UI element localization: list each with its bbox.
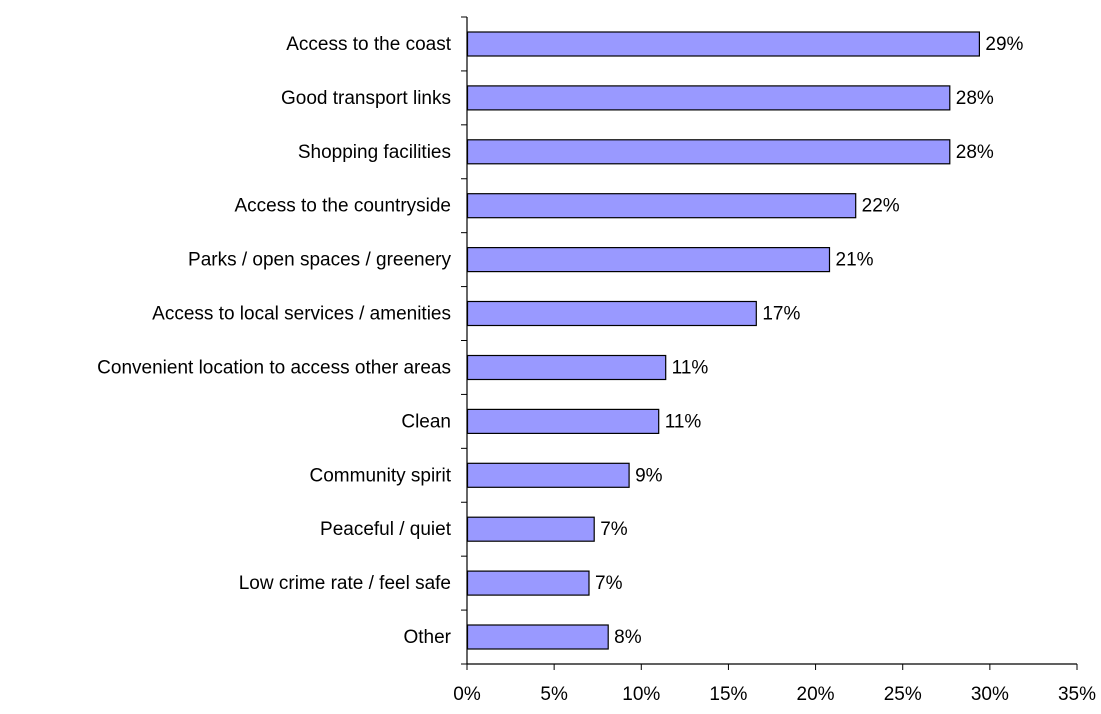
category-label: Parks / open spaces / greenery bbox=[188, 250, 451, 271]
x-tick-label: 35% bbox=[1058, 684, 1096, 705]
axis-layer bbox=[461, 16, 1078, 670]
labels-layer: Access to the coast 29% Good transport lin… bbox=[97, 34, 1096, 705]
bars-layer bbox=[466, 31, 980, 650]
category-label: Low crime rate / feel safe bbox=[239, 573, 451, 594]
bar bbox=[466, 354, 667, 381]
bar bbox=[466, 139, 951, 165]
category-label: Access to the coast bbox=[286, 34, 451, 55]
bar bbox=[466, 624, 609, 650]
bar bbox=[466, 300, 757, 327]
data-label: 7% bbox=[600, 519, 628, 540]
x-tick-label: 0% bbox=[453, 684, 481, 705]
x-tick-label: 10% bbox=[622, 684, 660, 705]
category-label: Other bbox=[403, 627, 451, 648]
bar bbox=[466, 462, 630, 488]
category-label: Convenient location to access other area… bbox=[97, 357, 451, 378]
category-label: Community spirit bbox=[310, 465, 452, 486]
data-label: 8% bbox=[614, 627, 642, 648]
bar bbox=[466, 193, 857, 219]
x-tick-label: 5% bbox=[540, 684, 568, 705]
data-label: 7% bbox=[595, 573, 623, 594]
data-label: 11% bbox=[665, 411, 702, 432]
x-tick-label: 15% bbox=[709, 684, 747, 705]
bar bbox=[466, 516, 595, 542]
data-label: 28% bbox=[956, 88, 994, 109]
bar bbox=[466, 247, 831, 273]
x-tick-label: 30% bbox=[971, 684, 1009, 705]
category-label: Clean bbox=[401, 411, 451, 432]
category-label: Access to local services / amenities bbox=[152, 304, 451, 325]
category-label: Good transport links bbox=[281, 88, 451, 109]
data-label: 22% bbox=[862, 196, 900, 217]
data-label: 17% bbox=[762, 304, 800, 325]
data-label: 11% bbox=[672, 357, 709, 378]
data-label: 21% bbox=[836, 250, 874, 271]
x-tick-label: 25% bbox=[884, 684, 922, 705]
category-label: Access to the countryside bbox=[235, 196, 452, 217]
category-label: Shopping facilities bbox=[298, 142, 451, 163]
data-label: 28% bbox=[956, 142, 994, 163]
bar bbox=[466, 85, 951, 111]
data-label: 9% bbox=[635, 465, 663, 486]
data-label: 29% bbox=[985, 34, 1023, 55]
bar bbox=[466, 408, 660, 434]
bar bbox=[466, 570, 590, 596]
bar bbox=[466, 31, 980, 57]
category-label: Peaceful / quiet bbox=[320, 519, 452, 540]
x-tick-label: 20% bbox=[797, 684, 835, 705]
